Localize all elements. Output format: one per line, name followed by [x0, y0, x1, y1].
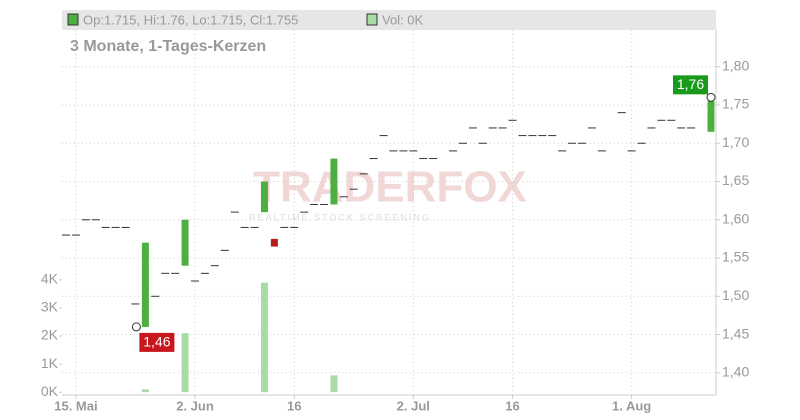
subtitle: 3 Monate, 1-Tages-Kerzen	[70, 38, 266, 55]
volume-bar	[181, 333, 189, 393]
y2-tick-label: 3K	[41, 299, 59, 315]
watermark-tagline: REALTIME STOCK SCREENING	[249, 212, 431, 222]
y2-tick-label: 2K	[41, 327, 59, 343]
y2-tick-label: 4K	[41, 271, 59, 287]
volume-bar	[260, 282, 268, 393]
candle-body	[141, 242, 149, 327]
candle-body	[260, 181, 268, 213]
x-tick-label: 2. Jul	[397, 398, 430, 413]
annotation-marker	[706, 92, 716, 102]
ohlc-text: Op:1.715, Hi:1.76, Lo:1.715, Cl:1.755	[83, 12, 298, 27]
header-bar	[62, 10, 716, 30]
candle-body	[181, 219, 189, 266]
candle-body	[270, 238, 278, 247]
candle-body	[330, 158, 338, 205]
y-tick-label: 1,45	[722, 325, 749, 341]
annotation-marker	[131, 322, 141, 332]
volume-bar	[141, 389, 149, 393]
annotation-label: 1,46	[143, 334, 170, 350]
ohlc-icon	[67, 13, 79, 26]
candle-body	[707, 101, 715, 132]
y2-tick-label: 1K	[41, 355, 59, 371]
annotation-box	[673, 75, 708, 95]
y-tick-label: 1,60	[722, 210, 749, 226]
y-tick-label: 1,80	[722, 57, 749, 73]
watermark: TRADERFOX	[253, 163, 527, 212]
annotation-label: 1,76	[677, 76, 704, 92]
y-tick-label: 1,65	[722, 172, 749, 188]
y-tick-label: 1,70	[722, 134, 749, 150]
y-tick-label: 1,50	[722, 287, 749, 303]
volume-icon	[366, 13, 378, 26]
volume-bar	[330, 375, 338, 393]
y2-tick-label: 0K	[41, 383, 59, 399]
x-tick-label: 2. Jun	[176, 398, 214, 413]
volume-text: Vol: 0K	[382, 12, 424, 27]
x-tick-label: 16	[287, 398, 301, 413]
y-tick-label: 1,75	[722, 96, 749, 112]
y-tick-label: 1,40	[722, 364, 749, 380]
x-tick-label: 16	[505, 398, 519, 413]
y-tick-label: 1,55	[722, 249, 749, 265]
x-tick-label: 15. Mai	[54, 398, 97, 413]
annotation-box	[139, 332, 175, 352]
x-tick-label: 1. Aug	[612, 398, 651, 413]
